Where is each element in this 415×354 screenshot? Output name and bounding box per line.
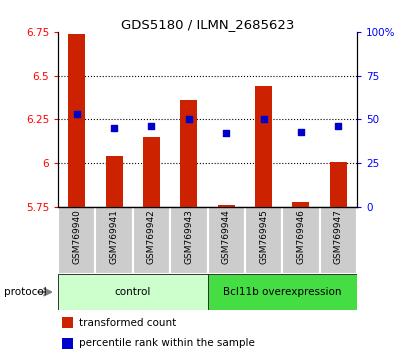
Text: GSM769943: GSM769943 xyxy=(184,209,193,264)
Point xyxy=(148,124,155,129)
Bar xyxy=(143,137,160,207)
Point xyxy=(260,117,267,122)
Text: GSM769941: GSM769941 xyxy=(110,209,119,264)
Bar xyxy=(245,207,282,274)
Bar xyxy=(293,202,309,207)
Bar xyxy=(208,207,245,274)
Bar xyxy=(282,207,320,274)
Bar xyxy=(330,161,347,207)
Bar xyxy=(170,207,208,274)
Text: GSM769946: GSM769946 xyxy=(296,209,305,264)
Text: Bcl11b overexpression: Bcl11b overexpression xyxy=(223,287,342,297)
Bar xyxy=(133,207,170,274)
Text: GSM769947: GSM769947 xyxy=(334,209,343,264)
Text: transformed count: transformed count xyxy=(79,318,176,328)
Bar xyxy=(58,207,95,274)
Point xyxy=(111,125,117,131)
Bar xyxy=(106,156,122,207)
Bar xyxy=(255,86,272,207)
Text: GSM769944: GSM769944 xyxy=(222,209,231,264)
Bar xyxy=(320,207,357,274)
Bar xyxy=(95,207,133,274)
Text: GDS5180 / ILMN_2685623: GDS5180 / ILMN_2685623 xyxy=(121,18,294,31)
Bar xyxy=(58,274,208,310)
Bar xyxy=(208,274,357,310)
Text: percentile rank within the sample: percentile rank within the sample xyxy=(79,338,255,348)
Bar xyxy=(62,338,73,349)
Bar xyxy=(62,317,73,329)
Point xyxy=(186,117,192,122)
Text: control: control xyxy=(115,287,151,297)
Text: GSM769945: GSM769945 xyxy=(259,209,268,264)
Point xyxy=(73,112,80,117)
Point xyxy=(223,131,229,136)
Text: protocol: protocol xyxy=(4,287,47,297)
Point xyxy=(298,129,304,135)
Text: GSM769940: GSM769940 xyxy=(72,209,81,264)
Bar xyxy=(68,34,85,207)
Bar xyxy=(218,205,234,207)
Point xyxy=(335,124,342,129)
Text: GSM769942: GSM769942 xyxy=(147,209,156,264)
Bar xyxy=(181,100,197,207)
